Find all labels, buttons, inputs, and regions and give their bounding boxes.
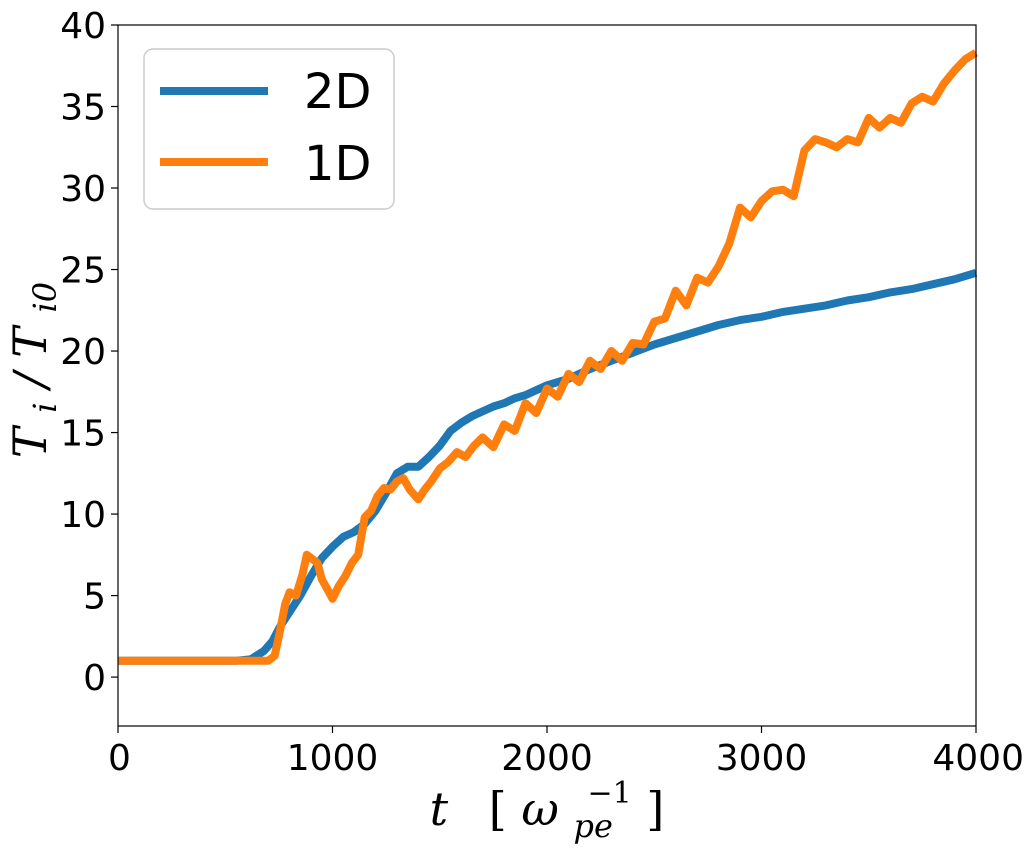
y-axis-sub2: i0	[26, 282, 64, 313]
y-axis-t2: T	[3, 324, 57, 358]
x-tick-label: 0	[108, 738, 131, 779]
y-tick-label: 0	[83, 658, 106, 699]
y-tick-label: 30	[60, 169, 106, 210]
x-axis-bracket-close: ]	[646, 782, 664, 836]
x-axis-subscript: pe	[573, 807, 612, 845]
y-tick-label: 20	[60, 332, 106, 373]
legend: 2D 1D	[143, 48, 395, 210]
y-tick-label: 15	[60, 414, 106, 455]
series-line-1d	[118, 49, 979, 665]
y-axis-sub1: i	[26, 403, 64, 413]
x-axis-var: t	[430, 782, 449, 836]
series-layer	[118, 49, 979, 665]
y-axis-label: T i / T i0	[3, 282, 67, 458]
ticks-layer: 0 1000 2000 3000 4000 0 5 10 15 20 25 30 35 40	[60, 6, 1024, 779]
x-tick-label: 2000	[501, 738, 593, 779]
x-axis-bracket-open: [	[489, 782, 507, 836]
y-axis-t1: T	[3, 424, 57, 458]
x-tick-label: 3000	[716, 738, 808, 779]
y-tick-label: 25	[60, 251, 106, 292]
series-line-2d	[118, 268, 978, 665]
legend-label-1d: 1D	[304, 136, 372, 192]
y-tick-label: 35	[60, 88, 106, 129]
x-tick-label: 4000	[932, 738, 1024, 779]
y-tick-label: 10	[60, 495, 106, 536]
x-tick-label: 1000	[287, 738, 379, 779]
legend-label-2d: 2D	[304, 64, 372, 120]
x-axis-omega: ω	[521, 782, 559, 836]
y-tick-label: 40	[60, 6, 106, 47]
x-axis-label: t [ ω pe −1 ]	[430, 760, 665, 848]
y-axis-slash: /	[3, 368, 57, 392]
x-axis-superscript: −1	[588, 776, 632, 811]
y-tick-label: 5	[83, 577, 106, 618]
